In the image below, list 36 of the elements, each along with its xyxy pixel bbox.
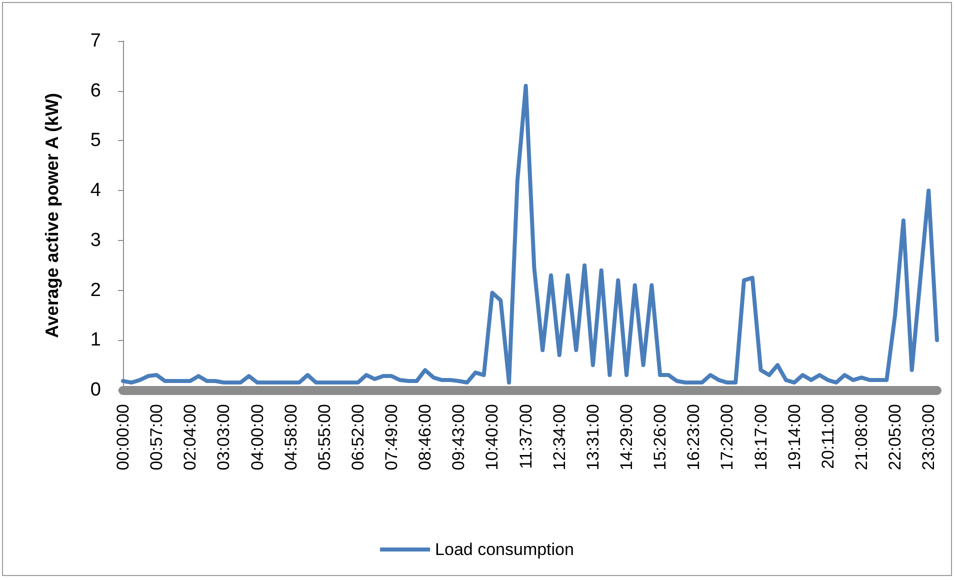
x-tick-label: 20:11:00 (818, 404, 838, 469)
legend-label: Load consumption (435, 540, 574, 559)
x-tick-label: 19:14:00 (784, 404, 804, 470)
x-tick-label: 03:03:00 (214, 404, 234, 470)
x-tick-label: 00:57:00 (147, 404, 166, 470)
x-tick-label: 13:31:00 (583, 404, 602, 470)
x-tick-label: 10:40:00 (482, 404, 502, 470)
y-tick-label: 0 (90, 380, 101, 400)
y-axis-title: Average active power A (kW) (42, 92, 62, 338)
y-tick-label: 4 (90, 180, 102, 202)
y-tick-label: 7 (90, 30, 101, 52)
x-tick-label: 08:46:00 (416, 404, 435, 470)
x-tick-label: 04:58:00 (281, 404, 300, 470)
x-tick-label: 23:03:00 (919, 404, 938, 470)
y-tick-label: 3 (90, 230, 101, 251)
y-tick-label: 5 (90, 130, 101, 152)
x-tick-label: 22:05:00 (886, 404, 905, 470)
x-tick-label: 15:26:00 (650, 404, 670, 470)
x-tick-label: 16:23:00 (684, 404, 704, 470)
y-tick-label: 1 (90, 330, 101, 351)
line-series (121, 84, 939, 385)
x-tick-label: 04:00:00 (248, 404, 267, 470)
x-tick-label: 12:34:00 (550, 404, 569, 470)
x-tick-label: 07:49:00 (382, 404, 402, 470)
x-tick-label: 09:43:00 (449, 404, 468, 470)
x-tick-label: 17:20:00 (718, 404, 737, 470)
x-tick-label: 00:00:00 (114, 404, 132, 470)
x-tick-label: 06:52:00 (348, 404, 368, 470)
x-tick-label: 21:08:00 (852, 404, 871, 470)
x-tick-label: 14:29:00 (617, 404, 636, 470)
x-tick-label: 05:55:00 (314, 404, 334, 470)
x-tick-label: 11:37:00 (516, 404, 536, 469)
y-tick-label: 6 (90, 80, 101, 102)
x-tick-label: 18:17:00 (751, 404, 770, 470)
y-tick-label: 2 (90, 280, 101, 301)
x-tick-label: 02:04:00 (180, 404, 200, 470)
